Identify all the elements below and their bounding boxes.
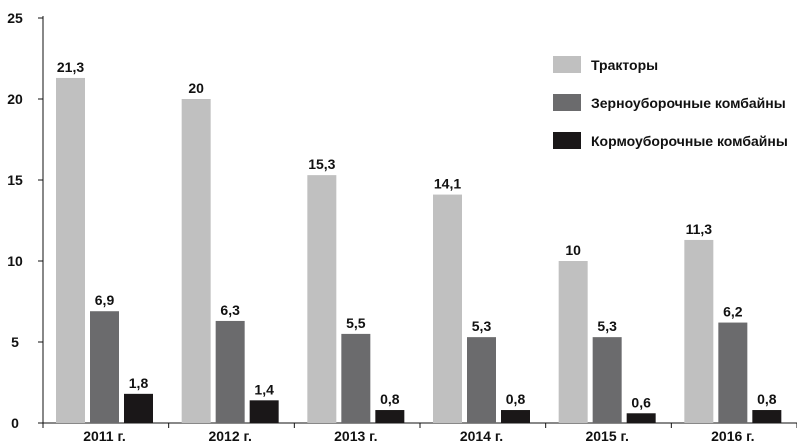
data-label: 6,9	[95, 292, 115, 308]
bar	[592, 337, 622, 423]
data-label: 5,3	[597, 318, 617, 334]
x-tick-label: 2016 г.	[711, 428, 754, 444]
bar	[558, 261, 588, 423]
bar	[467, 337, 496, 423]
legend-swatch	[553, 132, 581, 149]
x-tick-label: 2013 г.	[334, 428, 377, 444]
bar	[752, 410, 782, 423]
bar	[181, 99, 211, 423]
x-tick-label: 2015 г.	[585, 428, 628, 444]
x-tick-label: 2011 г.	[83, 428, 126, 444]
legend-label: Кормоуборочные комбайны	[591, 133, 788, 149]
data-label: 0,8	[757, 391, 777, 407]
data-label: 10	[565, 242, 581, 258]
y-tick-label: 25	[7, 10, 23, 26]
chart-axes: 0 5 10 15 20 25 2011 г. 2012 г. 2013 г. 2014 г. 20…	[7, 10, 797, 444]
legend-swatch	[553, 56, 581, 73]
bar	[249, 400, 279, 423]
legend-label: Зерноуборочные комбайны	[591, 95, 786, 111]
data-label: 15,3	[308, 156, 335, 172]
data-label: 1,8	[129, 375, 149, 391]
bar	[626, 413, 656, 423]
bar	[718, 322, 748, 423]
bar	[124, 393, 153, 423]
y-tick-label: 5	[11, 334, 19, 350]
data-label: 11,3	[686, 221, 713, 237]
data-label: 6,3	[220, 302, 240, 318]
x-tick-label: 2014 г.	[460, 428, 503, 444]
bar	[341, 333, 371, 423]
chart-legend: Тракторы Зерноуборочные комбайны Кормоубор…	[553, 56, 788, 149]
bar	[215, 320, 245, 423]
bar	[501, 410, 530, 423]
data-label: 0,6	[631, 394, 651, 410]
bar	[375, 410, 405, 423]
y-tick-label: 10	[7, 253, 23, 269]
data-label: 20	[188, 80, 204, 96]
y-tick-label: 20	[7, 91, 23, 107]
data-label: 5,3	[472, 318, 492, 334]
data-label: 6,2	[723, 304, 743, 320]
y-tick-label: 15	[7, 172, 23, 188]
bar	[684, 239, 714, 423]
data-label: 21,3	[57, 59, 84, 75]
y-tick-label: 0	[11, 415, 19, 431]
data-label: 1,4	[254, 381, 274, 397]
legend-label: Тракторы	[591, 57, 658, 73]
bar	[433, 194, 462, 423]
data-label: 5,5	[346, 315, 366, 331]
data-label: 0,8	[380, 391, 400, 407]
x-tick-label: 2012 г.	[208, 428, 251, 444]
bar	[307, 175, 337, 423]
bar	[56, 77, 85, 423]
data-label: 0,8	[506, 391, 526, 407]
legend-swatch	[553, 94, 581, 111]
bar	[90, 311, 119, 423]
data-label: 14,1	[434, 176, 461, 192]
chart-bars: 21,3 20 15,3 14,1 10 11,3 6,9 6,3 5,5 5,3 5,3 6,2 1,…	[56, 59, 782, 423]
